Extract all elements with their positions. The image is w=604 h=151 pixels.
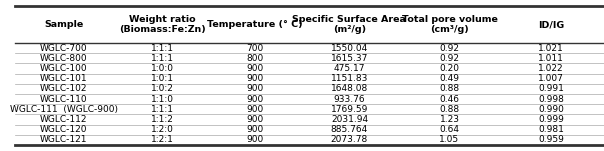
Text: 1151.83: 1151.83: [331, 74, 368, 83]
Text: 700: 700: [246, 44, 264, 53]
Text: 900: 900: [246, 95, 264, 104]
Text: WGLC-120: WGLC-120: [40, 125, 88, 134]
Text: 900: 900: [246, 115, 264, 124]
Text: 900: 900: [246, 84, 264, 93]
Text: 1.23: 1.23: [440, 115, 460, 124]
Text: 0.20: 0.20: [440, 64, 460, 73]
Text: 0.999: 0.999: [538, 115, 564, 124]
Text: 0.92: 0.92: [440, 54, 460, 63]
Text: 0.88: 0.88: [440, 84, 460, 93]
Text: 0.88: 0.88: [440, 105, 460, 114]
Text: WGLC-700: WGLC-700: [40, 44, 88, 53]
Text: 1648.08: 1648.08: [331, 84, 368, 93]
Text: WGLC-800: WGLC-800: [40, 54, 88, 63]
Text: 1:1:1: 1:1:1: [151, 44, 174, 53]
Text: 1.05: 1.05: [440, 135, 460, 144]
Text: 0.959: 0.959: [538, 135, 564, 144]
Text: 0.991: 0.991: [538, 84, 564, 93]
Text: Weight ratio
(Biomass:Fe:Zn): Weight ratio (Biomass:Fe:Zn): [119, 15, 206, 34]
Text: WGLC-101: WGLC-101: [40, 74, 88, 83]
Text: 885.764: 885.764: [331, 125, 368, 134]
Text: WGLC-112: WGLC-112: [40, 115, 88, 124]
Text: 1:0:2: 1:0:2: [151, 84, 174, 93]
Text: ID/IG: ID/IG: [538, 20, 564, 29]
Text: Temperature (° C): Temperature (° C): [207, 20, 303, 29]
Text: 800: 800: [246, 54, 264, 63]
Text: WGLC-100: WGLC-100: [40, 64, 88, 73]
Text: WGLC-111  (WGLC-900): WGLC-111 (WGLC-900): [10, 105, 118, 114]
Text: 0.46: 0.46: [440, 95, 460, 104]
Text: 0.998: 0.998: [538, 95, 564, 104]
Text: 0.981: 0.981: [538, 125, 564, 134]
Text: 1.022: 1.022: [538, 64, 564, 73]
Text: 933.76: 933.76: [333, 95, 365, 104]
Text: 1615.37: 1615.37: [331, 54, 368, 63]
Text: 900: 900: [246, 64, 264, 73]
Text: WGLC-121: WGLC-121: [40, 135, 88, 144]
Text: Sample: Sample: [44, 20, 83, 29]
Text: 900: 900: [246, 125, 264, 134]
Text: 1.011: 1.011: [538, 54, 564, 63]
Text: 1:1:0: 1:1:0: [151, 95, 174, 104]
Text: 1.021: 1.021: [538, 44, 564, 53]
Text: 475.17: 475.17: [333, 64, 365, 73]
Text: 1:1:1: 1:1:1: [151, 105, 174, 114]
Text: 1:1:1: 1:1:1: [151, 54, 174, 63]
Text: 0.64: 0.64: [440, 125, 460, 134]
Text: 900: 900: [246, 74, 264, 83]
Text: 900: 900: [246, 105, 264, 114]
Text: 0.92: 0.92: [440, 44, 460, 53]
Text: Specific Surface Area
(m²/g): Specific Surface Area (m²/g): [292, 15, 406, 34]
Text: 1550.04: 1550.04: [331, 44, 368, 53]
Text: 900: 900: [246, 135, 264, 144]
Text: 1769.59: 1769.59: [331, 105, 368, 114]
Text: Total pore volume
(cm³/g): Total pore volume (cm³/g): [402, 15, 498, 34]
Text: 1:2:1: 1:2:1: [151, 135, 174, 144]
Text: WGLC-110: WGLC-110: [40, 95, 88, 104]
Text: 1:1:2: 1:1:2: [151, 115, 174, 124]
Text: WGLC-102: WGLC-102: [40, 84, 88, 93]
Text: 1:2:0: 1:2:0: [151, 125, 174, 134]
Text: 1:0:1: 1:0:1: [151, 74, 174, 83]
Text: 1:0:0: 1:0:0: [151, 64, 174, 73]
Text: 2031.94: 2031.94: [331, 115, 368, 124]
Text: 2073.78: 2073.78: [331, 135, 368, 144]
Text: 0.990: 0.990: [538, 105, 564, 114]
Text: 1.007: 1.007: [538, 74, 564, 83]
Text: 0.49: 0.49: [440, 74, 460, 83]
